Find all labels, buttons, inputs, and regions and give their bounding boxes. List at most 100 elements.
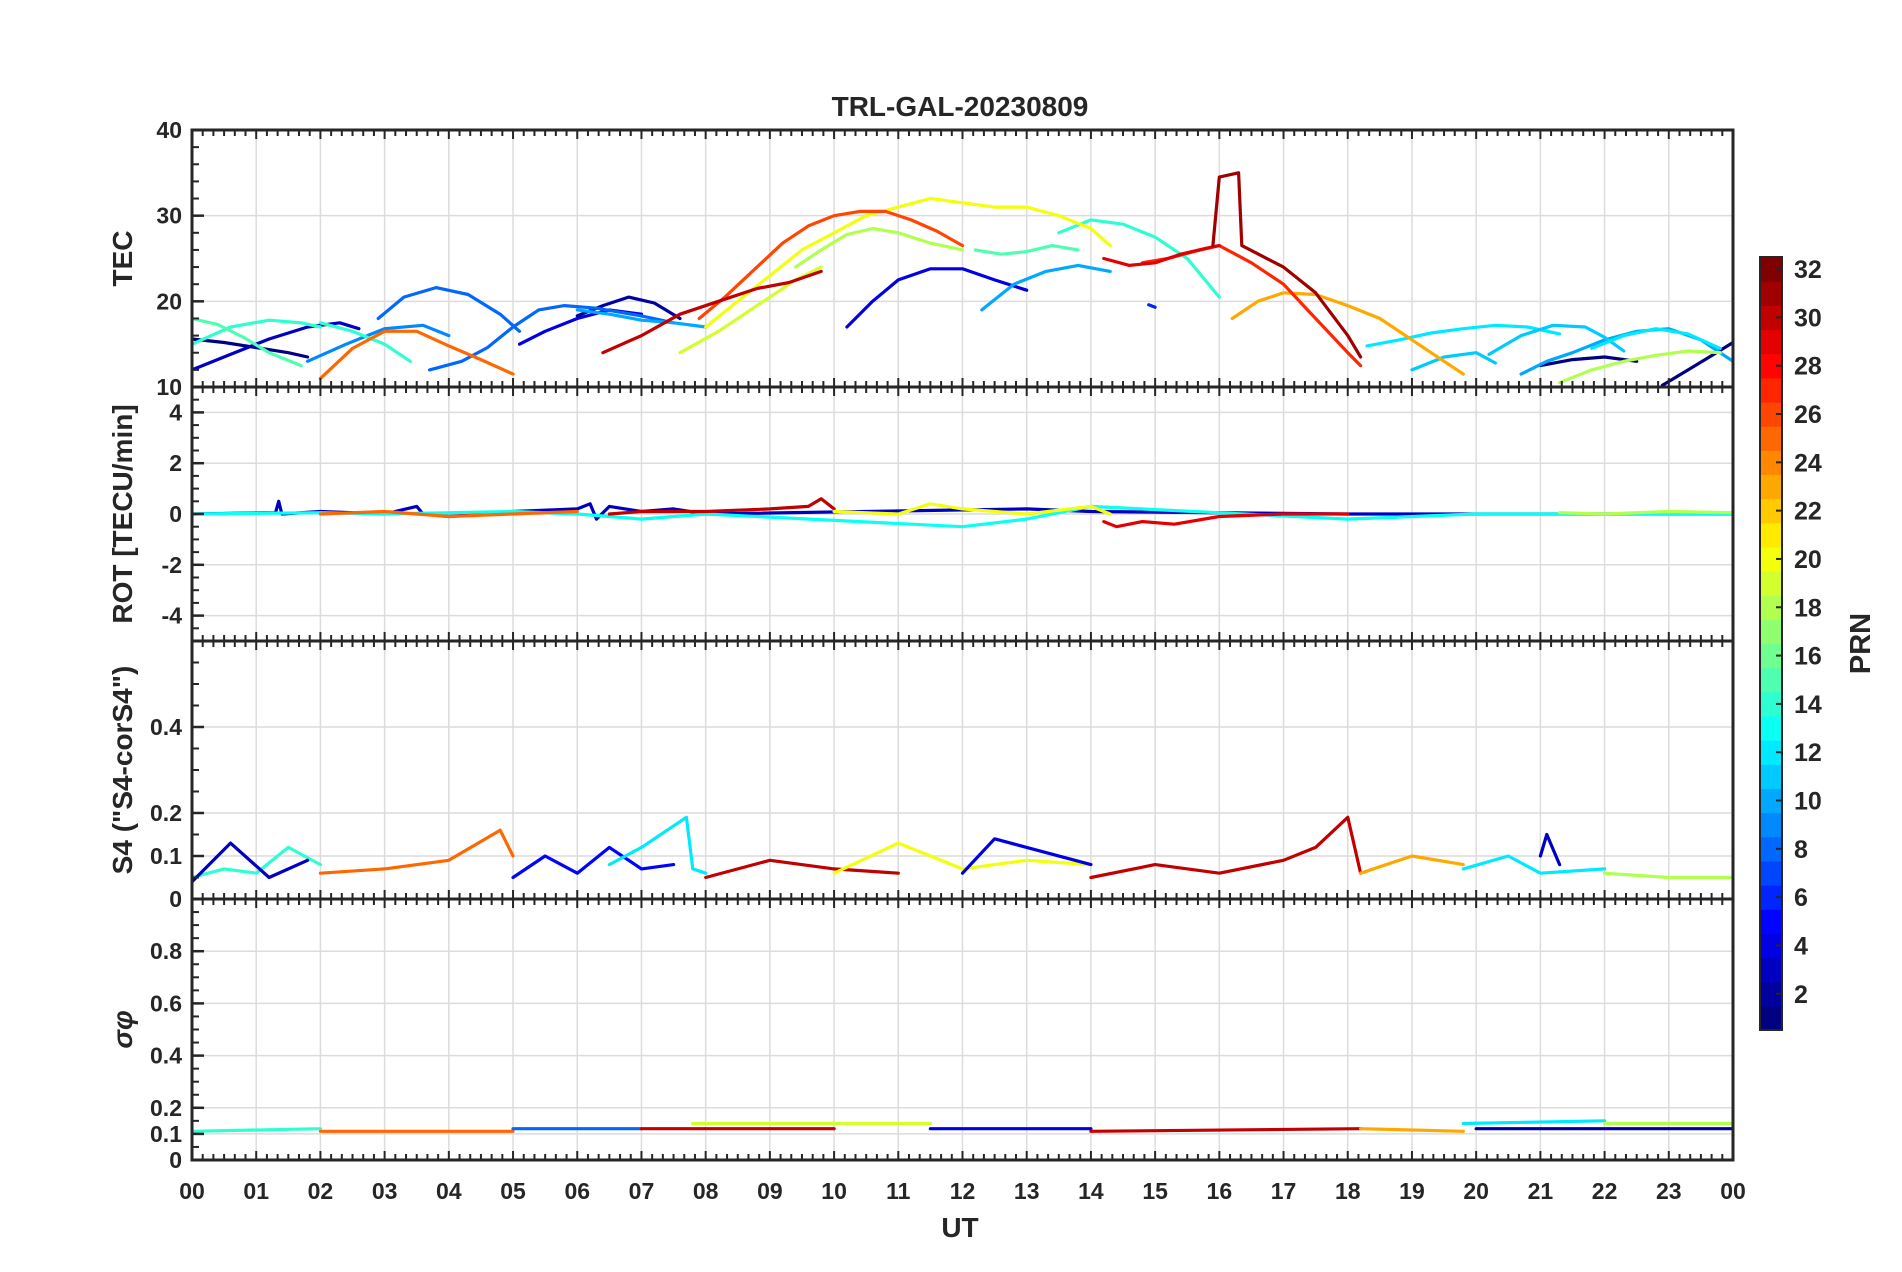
y-tick-label: 20 [156, 288, 182, 314]
series-line-prn-18 [1557, 509, 1733, 516]
colorbar-tick-label: 20 [1794, 546, 1822, 574]
colorbar-swatch [1760, 643, 1782, 669]
series-line-prn-3 [192, 841, 310, 884]
x-tick-label: 05 [500, 1178, 526, 1204]
series-line-prn-1 [1660, 340, 1733, 387]
series-line-prn-25 [318, 329, 515, 380]
x-tick-label: 21 [1528, 1178, 1554, 1204]
series-line-prn-15 [973, 244, 1080, 256]
colorbar-swatch [1760, 281, 1782, 306]
y-tick-label: 0 [169, 501, 182, 527]
series-line-prn-14 [192, 1127, 322, 1133]
x-tick-label: 01 [243, 1178, 269, 1204]
colorbar-swatch [1760, 715, 1782, 741]
colorbar-swatch [1760, 764, 1782, 790]
series-line-prn-12 [607, 815, 708, 875]
colorbar-swatch [1760, 740, 1782, 765]
colorbar-swatch [1760, 474, 1782, 500]
colorbar-swatch [1760, 957, 1782, 983]
colorbar-tick-label: 16 [1794, 643, 1822, 671]
y-tick-label: 0.2 [150, 1095, 182, 1121]
series-line-prn-26 [697, 209, 965, 321]
x-axis-label: UT [941, 1212, 978, 1243]
series-line-prn-23 [1230, 291, 1465, 376]
panel-sigma_phi: 00.10.2 0.4 0.6 0.8 σφ [107, 897, 1735, 1173]
colorbar-swatch [1760, 909, 1782, 934]
y-tick-label: 4 [169, 399, 182, 425]
series-line-prn-25 [318, 509, 579, 519]
y-tick-label: 0.4 [150, 714, 182, 740]
y-tick-label: -2 [162, 552, 182, 578]
series-line-prn-11 [1410, 351, 1498, 372]
y-axis-label-s4: S4 ("S4-corS4") [107, 666, 138, 875]
y-tick-label: 0.4 [150, 1043, 182, 1069]
series-line-prn-30 [704, 858, 900, 880]
series-line-prn-4 [960, 837, 1093, 875]
colorbar-tick-label: 2 [1794, 981, 1808, 1009]
colorbar-swatch [1760, 933, 1782, 959]
colorbar-swatch [1760, 522, 1782, 548]
series-line-prn-14 [1057, 218, 1221, 299]
y-tick-label: -4 [162, 603, 183, 629]
x-tick-label: 20 [1463, 1178, 1489, 1204]
colorbar-tick-label: 10 [1794, 788, 1822, 816]
colorbar-swatch [1760, 450, 1782, 476]
x-tick-label: 12 [950, 1178, 976, 1204]
series-line-prn-30 [601, 269, 823, 355]
colorbar-frame [1759, 256, 1783, 1031]
series-line-prn-4 [845, 267, 1029, 329]
colorbar-swatch [1760, 305, 1782, 331]
colorbar-swatch [1760, 353, 1782, 379]
y-tick-label: 0.2 [150, 800, 182, 826]
x-tick-label: 08 [693, 1178, 719, 1204]
colorbar-tick-label: 24 [1794, 449, 1822, 477]
y-axis-label-rot: ROT [TECU/min] [107, 404, 138, 623]
series-group-tec [192, 171, 1733, 387]
series-line-prn-30 [1089, 1127, 1363, 1133]
series-line-prn-12 [1461, 854, 1607, 875]
x-tick-label: 16 [1207, 1178, 1233, 1204]
colorbar-tick-label: 28 [1794, 353, 1822, 381]
colorbar-swatch [1760, 401, 1782, 427]
y-tick-label: 40 [156, 117, 182, 143]
series-line-prn-18 [1602, 871, 1733, 880]
y-axis-label-tec: TEC [107, 231, 138, 287]
series-line-prn-3 [1538, 832, 1562, 867]
y-tick-label: 30 [156, 203, 182, 229]
colorbar-tick-label: 12 [1794, 739, 1822, 767]
series-line-prn-31 [1211, 171, 1363, 359]
series-line-prn-5 [511, 845, 676, 880]
series-line-prn-6 [1147, 303, 1157, 309]
colorbar-tick-label: 30 [1794, 304, 1822, 332]
x-tick-label: 10 [821, 1178, 847, 1204]
colorbar-swatch [1760, 667, 1782, 693]
x-tick-label: 09 [757, 1178, 783, 1204]
colorbar-tick-label: 26 [1794, 401, 1822, 429]
colorbar-swatch [1760, 257, 1782, 282]
series-line-prn-30 [607, 497, 836, 516]
series-line-prn-18 [793, 226, 965, 269]
y-tick-label: 0.6 [150, 990, 182, 1016]
series-line-prn-20 [704, 196, 1112, 329]
series-group-s4 [192, 815, 1733, 884]
colorbar-tick-label: 4 [1794, 932, 1808, 960]
series-line-prn-23 [1358, 854, 1465, 875]
x-tick-label: 14 [1078, 1178, 1104, 1204]
panel-s4: 0 0.1 0.2 0.4 S4 ("S4-corS4") [107, 639, 1735, 912]
figure-title: TRL-GAL-20230809 [832, 91, 1089, 122]
x-tick-label: 00 [1720, 1178, 1746, 1204]
series-line-prn-20 [832, 841, 1093, 875]
colorbar-swatch [1760, 498, 1782, 524]
colorbar-swatch [1760, 329, 1782, 355]
colorbar-tick-label: 8 [1794, 836, 1808, 864]
x-tick-label: 17 [1271, 1178, 1297, 1204]
series-line-prn-20 [832, 502, 1112, 516]
series-line-prn-15 [192, 316, 303, 368]
series-line-prn-1 [192, 337, 310, 359]
colorbar-tick-label: 32 [1794, 256, 1822, 284]
x-tick-label: 02 [308, 1178, 334, 1204]
colorbar-swatch [1760, 595, 1782, 620]
x-tick-label: 07 [629, 1178, 655, 1204]
